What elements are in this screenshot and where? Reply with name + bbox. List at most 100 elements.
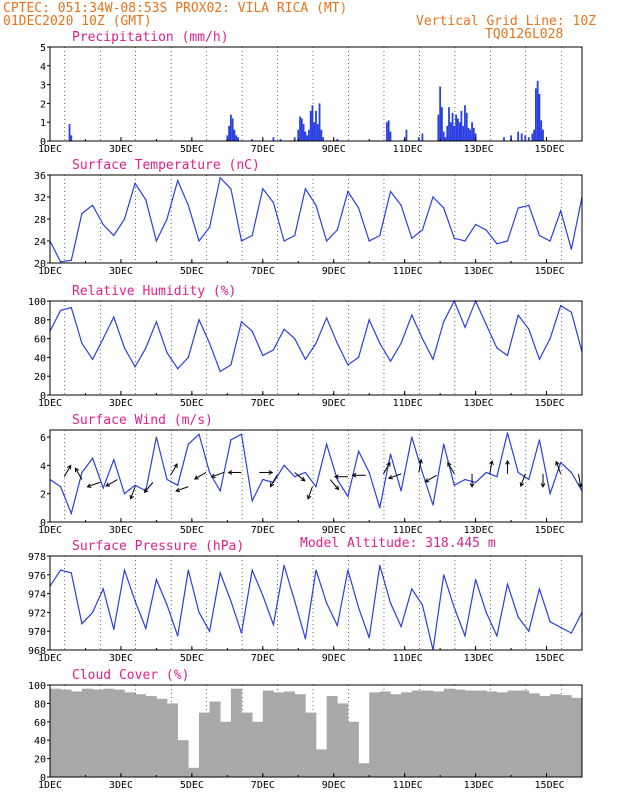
pressure-point [177, 635, 179, 637]
pressure-point [294, 600, 296, 602]
x-tick-label: 13DEC [464, 266, 494, 277]
pressure-point [113, 628, 115, 630]
precip-bar [465, 112, 468, 141]
wind-arrow-shaft [418, 459, 422, 473]
temp-point [177, 179, 179, 182]
precip-bar [231, 118, 234, 141]
cloud-cover-bar [230, 688, 242, 777]
x-tick-label: 5DEC [180, 525, 204, 536]
precip-bar [453, 125, 456, 141]
pressure-point [251, 569, 253, 571]
precip-bar [68, 124, 71, 141]
wind-point [336, 478, 338, 481]
precip-bar [538, 94, 541, 141]
temp-point [60, 261, 62, 263]
pressure-point [209, 630, 211, 632]
precip-bar [421, 133, 424, 141]
pressure-point [528, 630, 530, 632]
panel-frame [49, 555, 583, 651]
precip-bar [322, 137, 324, 141]
humidity-point [506, 354, 509, 357]
wind-point [496, 476, 498, 478]
precip-bar [311, 105, 314, 141]
wind-arrow-head [86, 483, 92, 488]
panel-frame [49, 684, 583, 778]
cloud-cover-bar [550, 694, 562, 777]
humidity-point [294, 338, 296, 340]
humidity-point [485, 323, 487, 326]
x-tick-label: 9DEC [322, 398, 346, 409]
y-tick-label: 80 [34, 699, 46, 710]
y-tick-label: 80 [34, 316, 46, 327]
precip-bar [318, 103, 321, 141]
wind-arrow-shaft [447, 462, 455, 475]
wind-arrow-shaft [388, 473, 402, 479]
panel-title: Relative Humidity (%) [72, 284, 236, 299]
pressure-point [219, 572, 221, 574]
cloud-cover-bar [92, 689, 104, 777]
temp-point [91, 204, 94, 206]
humidity-point [177, 368, 179, 370]
cloud-cover-bar [124, 692, 136, 777]
pressure-point [368, 637, 370, 639]
precip-bar [299, 116, 301, 141]
humidity-point [209, 342, 211, 344]
precip-bar [517, 131, 520, 141]
humidity-point [421, 338, 423, 340]
precip-bar [297, 129, 300, 141]
x-tick-label: 7DEC [251, 525, 275, 536]
humidity-point [400, 342, 402, 344]
temp-point [272, 201, 275, 204]
wind-point [251, 500, 253, 502]
x-tick-label: 7DEC [251, 266, 275, 277]
humidity-point [528, 328, 530, 330]
x-tick-label: 11DEC [393, 525, 423, 536]
wind-point [475, 481, 477, 483]
x-tick-label: 11DEC [393, 266, 423, 277]
y-tick-label: 970 [28, 627, 46, 638]
wind-arrow-shaft [382, 462, 391, 475]
humidity-point [134, 366, 136, 368]
wind-arrow-head [540, 483, 546, 488]
cloud-cover-bar [475, 690, 487, 777]
wind-point [538, 439, 541, 441]
temp-point [368, 240, 370, 242]
y-tick-label: 976 [28, 571, 46, 582]
wind-point [81, 471, 83, 474]
x-tick-label: 7DEC [251, 653, 275, 664]
temp-point [283, 240, 285, 242]
precip-bar [386, 122, 388, 141]
precip-bar [439, 86, 442, 141]
wind-arrow-head [469, 483, 475, 488]
y-tick-label: 0 [40, 773, 46, 784]
humidity-point [272, 349, 275, 351]
wind-point [517, 471, 519, 474]
y-tick-label: 968 [28, 646, 46, 657]
header-location: CPTEC: 051:34W-08:53S PROX02: VILA RICA … [3, 1, 347, 16]
pressure-point [91, 611, 94, 614]
y-tick-label: 100 [28, 681, 46, 692]
precip-bar [279, 139, 282, 141]
panel-wind: Surface Wind (m/s) 0 2 4 6 1DEC 3DEC 5DEC 7DEC 9D… [38, 413, 583, 536]
wind-point [283, 464, 285, 466]
humidity-point [81, 342, 83, 344]
wind-arrow-shaft [130, 486, 136, 500]
pressure-point [389, 602, 392, 604]
y-tick-label: 100 [28, 297, 46, 308]
y-tick-label: 3 [40, 81, 46, 92]
y-tick-label: 40 [34, 353, 46, 364]
precip-bar [446, 125, 449, 141]
header-run-date: 01DEC2020 10Z (GMT) [3, 14, 152, 29]
precip-bar [387, 120, 390, 141]
wind-point [91, 457, 94, 459]
temp-point [70, 259, 72, 261]
pressure-point [230, 600, 232, 602]
temp-point [485, 229, 487, 231]
cloud-cover-bar [401, 692, 413, 777]
pressure-point [453, 607, 455, 609]
precip-bar [308, 129, 310, 141]
x-tick-label: 1DEC [38, 525, 62, 536]
x-tick-label: 3DEC [109, 653, 133, 664]
cloud-cover-bar [507, 690, 519, 777]
cloud-cover-bar [305, 712, 317, 777]
